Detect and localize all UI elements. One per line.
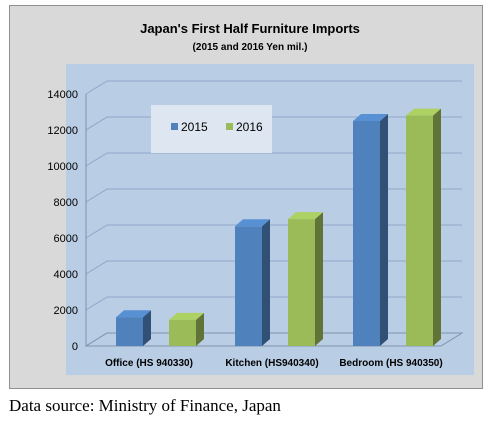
gridline [85,224,462,239]
data-source-note: Data source: Ministry of Finance, Japan [9,396,281,415]
y-tick-label: 2000 [54,305,78,317]
legend-swatch-2015 [171,123,178,130]
x-category-label: Bedroom (HS 940350) [339,358,442,369]
bar-2015-2 [353,114,388,346]
bar-2016-1 [288,212,323,346]
y-tick-label: 8000 [54,197,78,209]
chart-legend: 2015 2016 [151,105,272,153]
chart-title: Japan's First Half Furniture Imports [140,21,360,36]
bar-2016-0 [169,312,204,346]
y-tick-label: 12000 [47,125,78,137]
y-tick-label: 10000 [47,161,78,173]
chart-figure: Japan's First Half Furniture Imports (20… [9,5,483,389]
legend-swatch-2016 [226,123,233,130]
y-tick-label: 14000 [47,89,78,101]
gridline [85,188,462,203]
x-category-label: Kitchen (HS940340) [225,358,318,369]
y-tick-label: 0 [72,341,78,353]
gridline [85,260,462,275]
legend-label-2015: 2015 [181,120,208,134]
gridline [85,80,462,95]
gridline [85,152,462,167]
bar-2016-2 [406,108,441,346]
gridline [85,116,462,131]
y-tick-label: 4000 [54,269,78,281]
chart-svg: Japan's First Half Furniture Imports (20… [47,21,474,375]
gridline [85,296,462,311]
y-tick-label: 6000 [54,233,78,245]
legend-label-2016: 2016 [236,120,263,134]
bar-2015-1 [235,219,270,346]
bar-2015-0 [116,310,151,346]
chart-floor [84,332,464,347]
x-category-label: Office (HS 940330) [105,358,193,369]
chart-subtitle: (2015 and 2016 Yen mil.) [193,42,308,53]
